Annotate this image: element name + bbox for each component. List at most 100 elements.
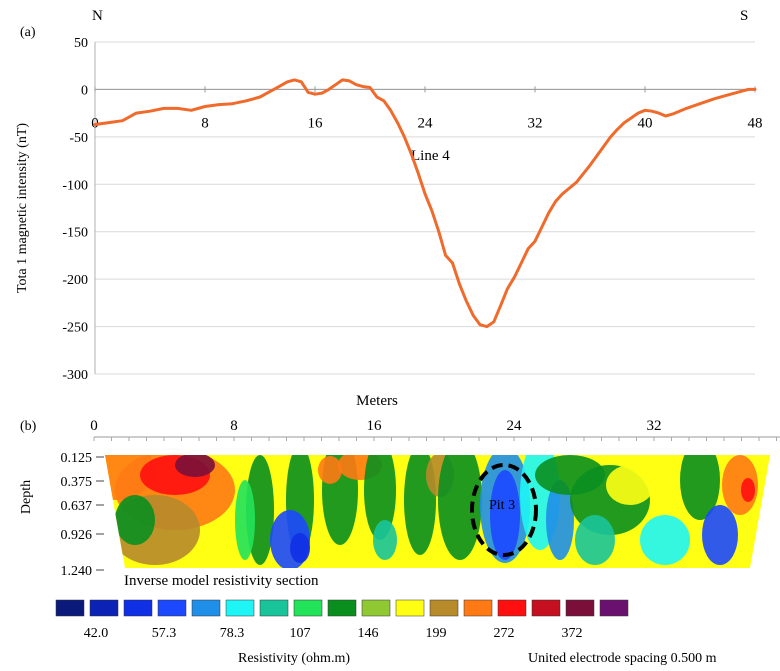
depth-level-label: 1.240: [61, 564, 93, 579]
depth-level-label: 0.125: [61, 451, 93, 466]
resistivity-patch: [438, 455, 482, 560]
scale-label: 199: [426, 626, 447, 641]
data-point: [430, 209, 434, 212]
y-tick-labels: 50 0 -50 -100 -150 -200 -250 -300: [62, 36, 88, 383]
series-points: [93, 78, 757, 328]
y-tick-label: -200: [62, 273, 88, 288]
b-x-tick-label: 16: [367, 418, 383, 434]
electrode-spacing-note: United electrode spacing 0.500 m: [528, 651, 717, 666]
resistivity-patch: [575, 515, 615, 565]
data-point: [657, 111, 660, 115]
data-point: [588, 164, 592, 167]
data-point: [685, 107, 688, 110]
line-annotation: Line 4: [411, 148, 450, 164]
series-line: [93, 78, 757, 329]
data-point: [306, 91, 310, 94]
data-point: [623, 121, 626, 124]
data-point: [602, 145, 605, 148]
data-point: [286, 80, 289, 84]
scale-label: 78.3: [220, 626, 245, 641]
b-x-tick-label: 32: [647, 418, 662, 434]
resistivity-section: [105, 455, 770, 568]
depth-label: Depth: [19, 480, 34, 514]
data-point: [300, 80, 303, 84]
data-point: [520, 261, 523, 265]
pit-marker: [470, 463, 538, 557]
data-point: [643, 109, 647, 112]
y-tick-label: 50: [74, 36, 88, 51]
data-point: [382, 99, 385, 103]
resistivity-patch: [373, 520, 397, 560]
data-point: [231, 102, 234, 105]
data-point: [458, 282, 461, 286]
data-point: [423, 192, 427, 195]
data-point: [389, 109, 392, 112]
data-point: [341, 78, 344, 82]
north-label: N: [92, 8, 103, 24]
data-point: [616, 128, 619, 131]
color-swatch: [157, 599, 187, 617]
resistivity-patch: [235, 480, 255, 560]
data-point: [575, 181, 578, 184]
data-point: [540, 225, 544, 229]
data-point: [671, 112, 674, 116]
color-swatch: [497, 599, 527, 617]
color-swatch: [259, 599, 289, 617]
data-point: [437, 230, 440, 233]
resistivity-patch: [115, 495, 155, 545]
b-x-tick-labels: 0 8 16 24 32: [90, 418, 661, 434]
x-tick-label: 16: [308, 115, 324, 131]
color-swatch: [89, 599, 119, 617]
data-point: [107, 121, 111, 124]
scale-title: Resistivity (ohm.m): [238, 651, 350, 666]
x-tick-label: 24: [418, 115, 434, 131]
panel-a-label: (a): [20, 25, 36, 40]
b-axis-minor-ticks: [93, 437, 777, 441]
data-point: [93, 123, 97, 126]
color-swatch: [327, 599, 357, 617]
data-point: [403, 135, 406, 139]
data-point: [478, 323, 482, 326]
panel-b: (b) 0 8 16 24 32 Depth 0.125 0.375 0.637 0.926 1…: [19, 418, 780, 666]
color-swatch: [565, 599, 595, 617]
panel-a: (a) N S 50 0 -50 -100 -150 -200 -250 -300 0 8 16 2…: [15, 8, 763, 409]
color-swatch: [531, 599, 561, 617]
data-point: [726, 93, 729, 97]
resistivity-patch: [606, 465, 654, 505]
depth-level-label: 0.637: [61, 499, 93, 514]
b-x-tick-label: 0: [90, 418, 98, 434]
y-tick-label: -100: [62, 178, 88, 193]
scale-label: 107: [290, 626, 311, 641]
data-point: [740, 90, 743, 93]
color-swatch: [55, 599, 85, 617]
color-swatch: [191, 599, 221, 617]
data-point: [492, 320, 495, 323]
data-point: [135, 111, 138, 115]
color-swatch: [429, 599, 459, 617]
data-point: [636, 111, 640, 115]
data-point: [485, 325, 489, 328]
panel-b-label: (b): [20, 419, 37, 434]
data-point: [471, 314, 475, 317]
data-point: [753, 88, 757, 91]
data-point: [348, 79, 351, 83]
data-point: [327, 88, 330, 91]
resistivity-color-scale: [55, 599, 629, 617]
scale-label: 57.3: [152, 626, 177, 641]
data-point: [664, 114, 667, 118]
resistivity-patch: [364, 455, 396, 540]
data-point: [506, 287, 509, 290]
color-swatch: [395, 599, 425, 617]
depth-level-label: 0.375: [61, 475, 93, 490]
x-axis-label: Meters: [356, 393, 398, 409]
south-label: S: [740, 8, 748, 24]
y-tick-label: -50: [69, 131, 88, 146]
resistivity-patch: [318, 456, 342, 484]
data-point: [368, 86, 372, 89]
resistivity-patch: [640, 515, 690, 565]
section-title: Inverse model resistivity section: [124, 573, 319, 589]
data-point: [361, 85, 365, 88]
scale-label: 146: [358, 626, 379, 641]
y-tick-label: -300: [62, 368, 88, 383]
data-point: [121, 119, 124, 122]
